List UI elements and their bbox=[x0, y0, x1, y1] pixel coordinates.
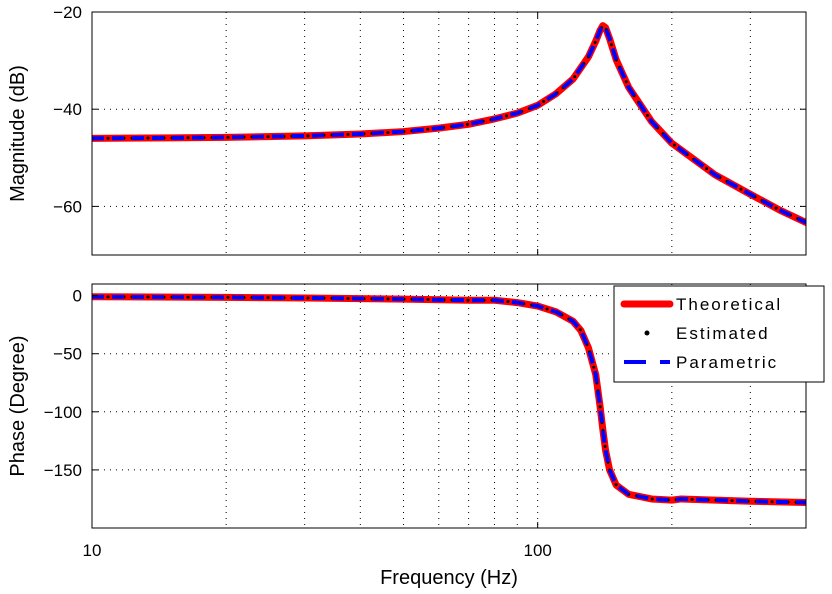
y-tick-label: −20 bbox=[53, 3, 82, 22]
legend-label-theoretical: Theoretical bbox=[676, 295, 782, 314]
plot-panel-magnitude: −20 −40 −60 Magnitude (dB) bbox=[7, 3, 807, 256]
y-axis-label: Phase (Degree) bbox=[7, 335, 29, 476]
x-tick-label: 10 bbox=[83, 541, 102, 560]
y-tick-label: −100 bbox=[44, 403, 82, 422]
legend-label-parametric: Parametric bbox=[676, 353, 778, 372]
legend: Theoretical Estimated Parametric bbox=[613, 285, 825, 383]
series-group bbox=[92, 22, 806, 226]
x-tick-label: 100 bbox=[523, 541, 551, 560]
y-tick-label: 0 bbox=[73, 287, 82, 306]
axes-frame bbox=[91, 283, 807, 529]
y-tick-label: −60 bbox=[53, 197, 82, 216]
grid bbox=[92, 12, 806, 255]
x-axis-label: Frequency (Hz) bbox=[380, 567, 518, 589]
legend-label-estimated: Estimated bbox=[676, 324, 770, 343]
plot-panel-phase: 0 −50 −100 −150 10 100 Phase (Degree) Frequency… bbox=[7, 283, 825, 589]
y-axis-label: Magnitude (dB) bbox=[7, 65, 29, 202]
series-group bbox=[92, 293, 806, 506]
axes-frame bbox=[91, 11, 807, 256]
series-line-parametric bbox=[92, 294, 806, 505]
series-line-parametric bbox=[92, 23, 806, 225]
y-tick-label: −50 bbox=[53, 345, 82, 364]
y-tick-label: −150 bbox=[44, 461, 82, 480]
y-tick-label: −40 bbox=[53, 100, 82, 119]
plot-area bbox=[92, 12, 806, 255]
